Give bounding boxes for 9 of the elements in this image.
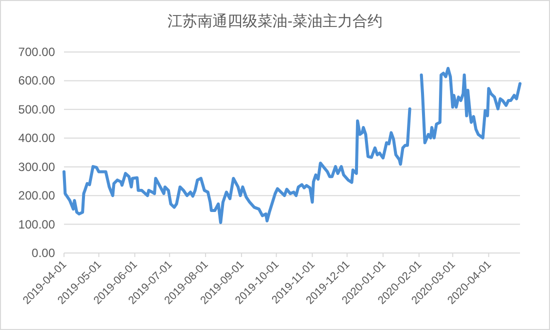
y-tick-label: 400.00: [18, 131, 56, 146]
y-tick-label: 300.00: [18, 160, 56, 174]
y-tick-label: 700.00: [18, 45, 56, 59]
y-tick-label: 600.00: [18, 74, 56, 88]
y-tick-label: 100.00: [18, 217, 56, 232]
y-tick-label: 200.00: [18, 188, 56, 203]
y-tick-label: 500.00: [18, 102, 56, 116]
chart-title: 江苏南通四级菜油-菜油主力合约: [168, 13, 382, 30]
y-tick-label: 0.00: [32, 246, 56, 260]
